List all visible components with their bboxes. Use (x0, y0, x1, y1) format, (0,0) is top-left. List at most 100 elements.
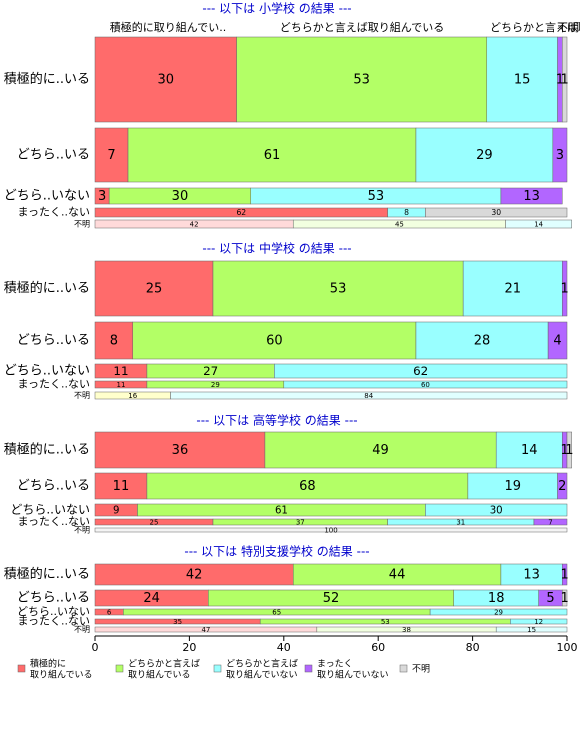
legend-label: 積極的に (30, 658, 66, 670)
segment (562, 260, 568, 317)
legend-label: 取り組んでいる (30, 669, 93, 681)
segment-label: 12 (534, 618, 543, 626)
segment-label: 9 (113, 506, 119, 517)
segment (425, 503, 568, 517)
x-tick-label: 40 (277, 641, 291, 654)
row-label: まったく..ない (17, 515, 90, 528)
segment-label: 29 (494, 609, 503, 617)
segment-label: 47 (201, 626, 210, 634)
segment-label: 7 (548, 519, 552, 527)
segment (562, 36, 568, 123)
segment-label: 62 (413, 364, 428, 378)
legend-swatch (17, 664, 26, 673)
legend-label: まったく (317, 659, 353, 670)
panel-title: --- 以下は 小学校 の結果 --- (202, 1, 351, 16)
legend-swatch (304, 664, 313, 673)
segment-label: 30 (158, 73, 175, 88)
segment-label: 1 (560, 282, 568, 297)
x-tick-label: 60 (371, 641, 385, 654)
segment-label: 53 (381, 618, 390, 626)
segment (467, 472, 558, 500)
row-label: 積極的に..いる (4, 280, 90, 296)
segment-label: 29 (476, 148, 493, 163)
x-tick-label: 100 (557, 641, 578, 654)
segment-label: 13 (523, 189, 540, 204)
segment-label: 15 (527, 626, 536, 634)
segment-label: 53 (330, 282, 347, 297)
legend-label: 取り組んでいる (128, 669, 191, 681)
segment-label: 42 (190, 221, 199, 229)
segment-label: 42 (186, 568, 203, 583)
segment (562, 589, 568, 607)
x-tick-label: 20 (182, 641, 196, 654)
segment-label: 1 (556, 73, 564, 88)
segment-label: 29 (211, 381, 220, 389)
segment (94, 431, 266, 469)
segment-label: 11 (116, 381, 125, 389)
segment (274, 363, 568, 379)
segment-label: 6 (107, 609, 112, 617)
segment-label: 62 (236, 208, 246, 217)
row-label: 不明 (74, 220, 90, 229)
segment-label: 30 (172, 189, 189, 204)
segment-label: 38 (402, 626, 411, 634)
segment (500, 187, 563, 205)
segment-label: 1 (560, 568, 568, 583)
segment (127, 127, 417, 183)
segment-label: 49 (372, 443, 389, 458)
segment-label: 11 (113, 364, 128, 378)
segment (146, 472, 469, 500)
segment-label: 8 (404, 208, 409, 217)
segment-label: 100 (324, 527, 337, 535)
panel-title: --- 以下は 特別支援学校 の結果 --- (184, 544, 369, 559)
segment-label: 60 (266, 334, 283, 349)
segment (495, 626, 568, 633)
segment-label: 53 (368, 189, 385, 204)
segment-label: 35 (173, 618, 182, 626)
segment-label: 24 (143, 591, 160, 606)
segment-label: 21 (504, 282, 521, 297)
segment (94, 527, 568, 533)
segment (547, 321, 568, 360)
segment-label: 60 (421, 381, 430, 389)
segment-label: 68 (299, 479, 316, 494)
segment-label: 53 (353, 73, 370, 88)
segment-label: 37 (296, 519, 305, 527)
segment-label: 13 (523, 568, 540, 583)
segment (505, 219, 572, 229)
segment-label: 27 (203, 364, 218, 378)
legend-swatch (399, 664, 408, 673)
segment-label: 28 (474, 334, 491, 349)
segment-label: 30 (490, 506, 503, 517)
row-label: どちら..いる (17, 479, 90, 494)
segment (212, 260, 464, 317)
segment (510, 618, 568, 625)
segment-label: 65 (272, 609, 281, 617)
segment (533, 518, 568, 526)
legend-swatch (115, 664, 124, 673)
segment-label: 18 (488, 591, 505, 606)
segment-label: 16 (128, 392, 137, 400)
segment-label: 1 (560, 73, 568, 88)
row-label: どちら..いる (17, 591, 90, 606)
segment-label: 52 (323, 591, 340, 606)
row-label: どちら..いる (17, 148, 90, 163)
segment (462, 260, 563, 317)
segment (425, 207, 568, 218)
row-label: どちら..いない (4, 364, 90, 379)
row-label: どちら..いる (17, 333, 90, 348)
segment (557, 472, 568, 500)
segment-label: 61 (264, 148, 281, 163)
legend-swatch (213, 664, 222, 673)
segment (132, 321, 417, 360)
row-label: まったく..ない (17, 615, 90, 628)
row-label: どちら..いない (17, 605, 90, 618)
segment-label: 14 (521, 443, 538, 458)
legend-label: どちらかと言えば (128, 658, 200, 670)
row-label: 不明 (74, 526, 90, 535)
segment-label: 5 (546, 591, 554, 606)
row-label: 積極的に..いる (4, 71, 90, 87)
segment-label: 30 (491, 208, 501, 217)
segment-label: 1 (560, 591, 568, 606)
row-label: まったく..ない (17, 206, 90, 219)
